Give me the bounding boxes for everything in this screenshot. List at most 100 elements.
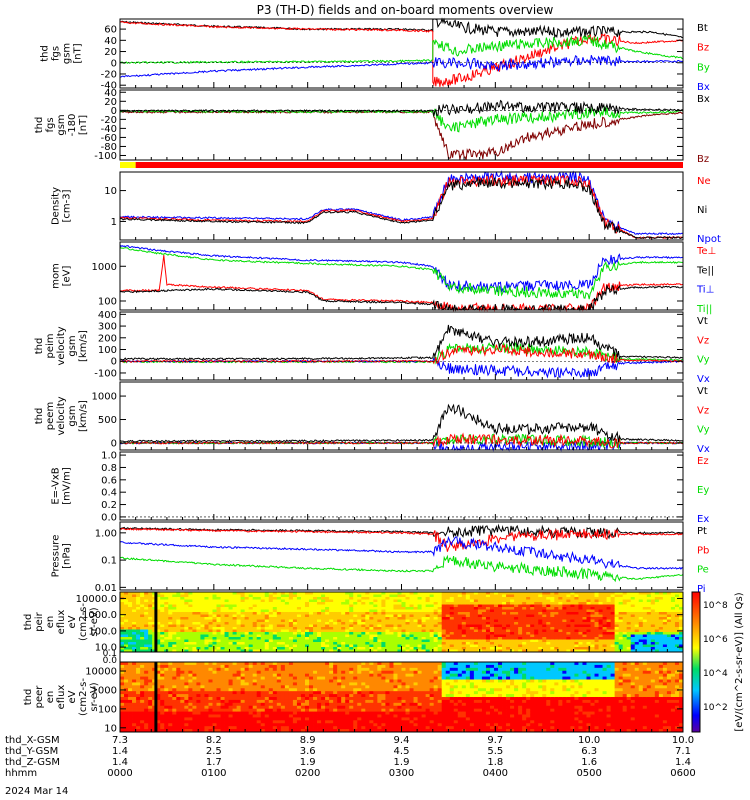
spectrogram-cell	[634, 614, 640, 618]
spectrogram-cell	[570, 629, 575, 633]
spectrogram-cell	[160, 688, 165, 692]
series-Npot	[119, 170, 684, 236]
spectrogram-cell	[220, 694, 225, 698]
spectrogram-cell	[594, 629, 599, 633]
spectrogram-cell	[120, 622, 125, 625]
y-axis-label-line: Density	[51, 187, 62, 225]
spectrogram-cell	[417, 592, 423, 595]
spectrogram-cell	[268, 647, 274, 650]
spectrogram-cell	[172, 682, 177, 686]
spectrogram-cell	[200, 639, 205, 643]
spectrogram-cell	[678, 599, 684, 603]
spectrogram-cell	[566, 629, 571, 633]
spectrogram-cell	[276, 637, 282, 640]
spectrogram-cell	[437, 649, 443, 653]
spectrogram-cell	[132, 602, 137, 605]
spectrogram-cell	[232, 682, 238, 686]
spectrogram-cell	[397, 607, 402, 610]
spectrogram-cell	[477, 627, 483, 630]
spectrogram-cell	[228, 649, 233, 653]
spectrogram-cell	[252, 604, 258, 608]
spectrogram-cell	[582, 642, 587, 645]
spectrogram-cell	[152, 667, 157, 672]
spectrogram-cell	[678, 637, 684, 640]
legend-Bt: Bt	[697, 23, 708, 34]
spectrogram-cell	[276, 602, 282, 605]
spectrogram-cell	[156, 602, 161, 605]
spectrogram-cell	[240, 723, 246, 727]
spectrogram-cell	[296, 614, 302, 618]
spectrogram-cell	[152, 688, 157, 692]
spectrogram-cell	[120, 720, 125, 724]
spectrogram-cell	[477, 637, 483, 640]
spectrogram-cell	[650, 619, 656, 623]
spectrogram-cell	[260, 705, 266, 710]
spectrogram-cell	[240, 649, 246, 653]
spectrogram-cell	[196, 694, 201, 698]
spectrogram-cell	[349, 634, 354, 638]
spectrogram-cell	[228, 619, 233, 623]
spectrogram-cell	[405, 622, 410, 625]
spectrogram-cell	[594, 599, 599, 603]
spectrogram-cell	[638, 622, 644, 625]
spectrogram-cell	[498, 617, 503, 620]
spectrogram-cell	[224, 599, 229, 603]
spectrogram-cell	[554, 627, 559, 630]
spectrogram-cell	[164, 644, 169, 648]
spectrogram-cell	[296, 617, 302, 620]
spectrogram-cell	[120, 723, 125, 727]
spectrogram-cell	[168, 691, 173, 695]
spectrogram-cell	[148, 607, 153, 610]
spectrogram-cell	[518, 612, 523, 615]
spectrogram-cell	[196, 714, 201, 718]
spectrogram-cell	[252, 634, 258, 638]
spectrogram-cell	[228, 708, 233, 712]
spectrogram-cell	[284, 662, 290, 666]
spectrogram-cell	[276, 592, 282, 595]
ytick-label: 0.1	[101, 556, 117, 567]
spectrogram-cell	[256, 644, 262, 648]
spectrogram-cell	[264, 602, 270, 605]
spectrogram-cell	[260, 649, 266, 653]
spectrogram-cell	[562, 599, 567, 603]
ytick-label: 40	[104, 36, 117, 47]
spectrogram-cell	[413, 619, 418, 623]
spectrogram-cell	[401, 629, 406, 633]
spectrogram-cell	[168, 599, 173, 603]
spectrogram-cell	[337, 604, 342, 608]
spectrogram-cell	[365, 632, 370, 635]
spectrogram-cell	[280, 594, 286, 598]
spectrogram-cell	[268, 612, 274, 615]
spectrogram-cell	[642, 632, 648, 635]
spectrogram-cell	[662, 602, 668, 605]
spectrogram-cell	[192, 702, 197, 707]
spectrogram-cell	[244, 667, 250, 672]
spectrogram-cell	[574, 604, 579, 608]
spectrogram-cell	[132, 632, 137, 635]
spectrogram-cell	[602, 622, 607, 625]
spectrogram-cell	[256, 717, 262, 721]
spectrogram-cell	[433, 627, 439, 630]
spectrogram-cell	[353, 649, 358, 653]
spectrogram-cell	[268, 622, 274, 625]
spectrogram-cell	[260, 622, 266, 625]
spectrogram-cell	[136, 592, 141, 595]
spectrogram-cell	[534, 627, 539, 630]
spectrogram-cell	[128, 726, 133, 730]
spectrogram-cell	[341, 647, 346, 650]
spectrogram-cell	[449, 637, 455, 640]
spectrogram-cell	[642, 592, 648, 595]
spectrogram-cell	[413, 632, 418, 635]
spectrogram-cell	[646, 614, 652, 618]
spectrogram-cell	[642, 604, 648, 608]
spectrogram-cell	[136, 612, 141, 615]
spectrogram-cell	[393, 599, 398, 603]
spectrogram-cell	[421, 619, 427, 623]
spectrogram-cell	[228, 597, 233, 600]
spectrogram-cell	[220, 599, 225, 603]
spectrogram-cell	[160, 662, 165, 666]
spectrogram-cell	[333, 614, 338, 618]
spectrogram-cell	[292, 632, 298, 635]
spectrogram-cell	[200, 609, 205, 613]
spectrogram-cell	[272, 723, 278, 727]
